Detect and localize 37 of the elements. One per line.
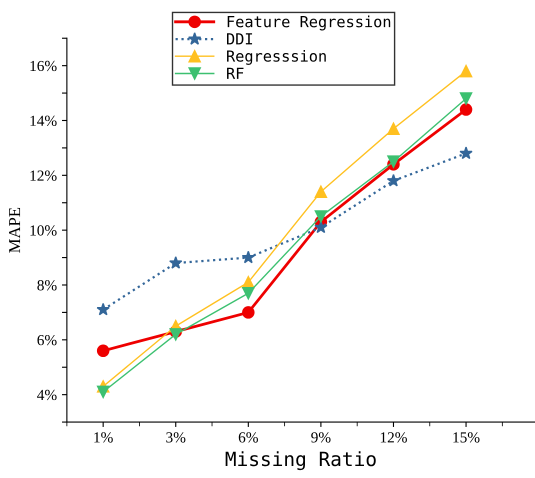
- point: [169, 256, 182, 269]
- legend-label: DDI: [227, 33, 252, 44]
- point: [96, 386, 110, 398]
- point: [460, 92, 472, 105]
- point: [242, 286, 255, 300]
- x-tick-label: 9%: [311, 432, 331, 443]
- point: [96, 302, 110, 316]
- point: [314, 220, 328, 234]
- y-tick-label: 14%: [30, 116, 57, 126]
- point: [314, 186, 328, 198]
- y-tick-label: 10%: [30, 225, 57, 236]
- y-tick-label: 16%: [30, 60, 57, 72]
- y-tick-label: 4%: [37, 390, 57, 400]
- legend-label: Feature Regression: [228, 16, 390, 30]
- point: [460, 103, 472, 116]
- point: [387, 155, 400, 168]
- point: [460, 64, 472, 78]
- point: [459, 146, 473, 160]
- point: [386, 174, 400, 187]
- point: [314, 210, 328, 223]
- point: [387, 122, 400, 135]
- y-tick-label: 8%: [37, 280, 57, 290]
- point: [242, 306, 255, 319]
- point: [242, 250, 255, 264]
- y-tick-label: 12%: [30, 170, 57, 181]
- legend-label: RF: [227, 68, 244, 79]
- x-tick-label: 12%: [380, 432, 407, 443]
- x-tick-label: 15%: [453, 432, 480, 443]
- y-axis-title: MAPE: [9, 208, 20, 253]
- x-axis-title: Missing Ratio: [226, 451, 376, 470]
- x-tick-label: 3%: [166, 432, 186, 443]
- legend-label: Regresssion: [227, 50, 326, 65]
- x-tick-label: 6%: [238, 432, 258, 443]
- point: [96, 344, 110, 358]
- y-tick-label: 6%: [37, 334, 57, 346]
- x-tick-label: 1%: [94, 432, 113, 443]
- point: [169, 328, 182, 341]
